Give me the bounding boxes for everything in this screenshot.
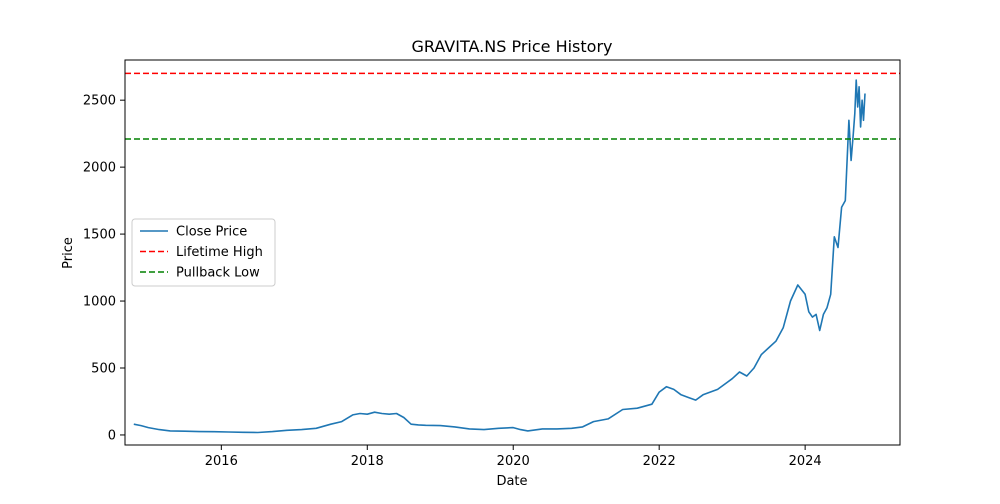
legend-box (131, 218, 276, 287)
y-tick-label: 2500 (83, 94, 116, 109)
x-axis-label: Date (496, 474, 527, 489)
x-axis: 2016 2018 2020 2022 2024 (205, 445, 822, 469)
y-tick-label: 0 (108, 428, 116, 443)
legend: Close Price Lifetime High Pullback Low (131, 218, 276, 287)
x-tick-label: 2022 (643, 454, 676, 469)
x-tick-label: 2018 (351, 454, 384, 469)
x-tick-label: 2016 (205, 454, 238, 469)
legend-label: Close Price (176, 225, 247, 240)
series-line-close-price (133, 79, 866, 434)
x-tick-label: 2020 (497, 454, 530, 469)
legend-label: Lifetime High (176, 245, 263, 260)
y-tick-label: 500 (91, 362, 116, 377)
y-axis: 0 500 1000 1500 2000 2500 (83, 94, 125, 443)
y-tick-label: 2000 (83, 161, 116, 176)
y-tick-label: 1500 (83, 228, 116, 243)
y-axis-label: Price (61, 237, 76, 269)
legend-label: Pullback Low (176, 266, 260, 281)
x-tick-label: 2024 (789, 454, 822, 469)
chart-title: GRAVITA.NS Price History (412, 37, 613, 56)
y-tick-label: 1000 (83, 295, 116, 310)
plot-area (125, 72, 900, 434)
plot-frame (124, 59, 901, 446)
